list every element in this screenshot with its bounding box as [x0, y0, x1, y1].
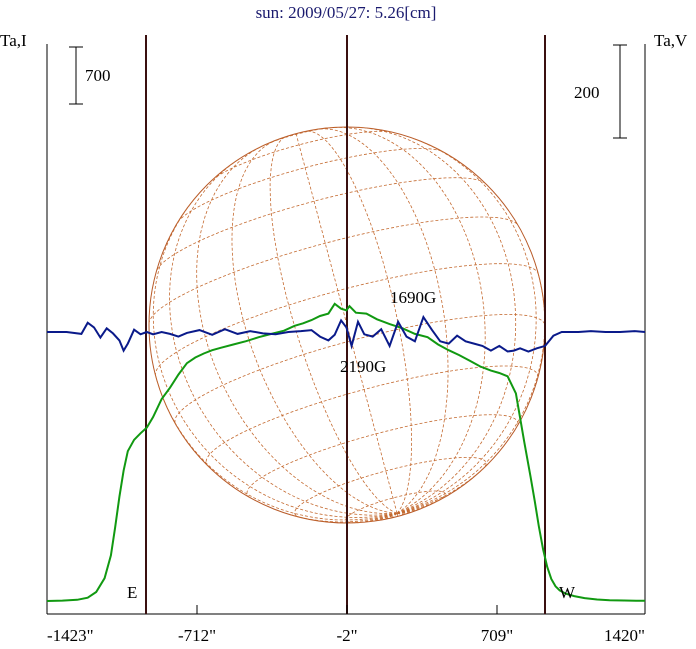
- longitude-line: [396, 138, 537, 514]
- longitude-line: [155, 375, 398, 521]
- annotation-1690g: 1690G: [390, 288, 436, 307]
- series-intensity-line: [46, 302, 645, 602]
- latitude-line: [246, 414, 519, 498]
- longitude-line: [196, 145, 398, 515]
- series-polarization-line: [47, 314, 646, 353]
- left-axis-label: Ta,I: [0, 31, 27, 50]
- longitude-line: [289, 512, 398, 523]
- x-tick-label: -2": [336, 626, 357, 645]
- longitude-line: [396, 513, 399, 517]
- scale-bar-left: [69, 46, 83, 105]
- longitude-line: [344, 512, 398, 524]
- latitude-line: [177, 148, 443, 223]
- x-tick-label: 709": [481, 626, 513, 645]
- longitude-line: [316, 128, 449, 514]
- scale-bar-right-label: 200: [574, 83, 600, 102]
- longitude-line: [306, 130, 412, 514]
- longitude-line: [331, 126, 486, 514]
- x-tick-label: -1423": [47, 626, 94, 645]
- scale-bar-right: [613, 44, 627, 139]
- longitude-line: [397, 460, 492, 514]
- east-marker-label: E: [127, 583, 137, 602]
- longitude-line: [397, 511, 413, 514]
- latitude-line: [294, 457, 487, 518]
- scale-bar-left-label: 700: [85, 66, 111, 85]
- west-marker-label: W: [559, 583, 576, 602]
- longitude-line: [152, 196, 398, 518]
- longitude-line: [231, 139, 398, 514]
- chart-title: sun: 2009/05/27: 5.26[cm]: [256, 3, 437, 22]
- x-axis-ticks: -1423" -712" -2" 709" 1420": [46, 605, 646, 645]
- x-tick-label: 1420": [604, 626, 645, 645]
- latitude-line: [212, 130, 392, 180]
- longitude-line: [397, 512, 406, 515]
- latitude-line: [156, 177, 485, 270]
- longitude-line: [295, 133, 398, 514]
- latitude-line: [205, 365, 539, 467]
- longitude-line: [396, 274, 546, 514]
- longitude-line: [357, 126, 517, 514]
- longitude-line: [269, 136, 398, 514]
- x-tick-label: -712": [178, 626, 216, 645]
- longitude-line: [397, 495, 448, 514]
- right-axis-label: Ta,V: [654, 31, 688, 50]
- solar-grid-lines: [148, 126, 546, 524]
- latitude-line: [148, 216, 519, 324]
- longitude-line: [169, 158, 398, 516]
- annotation-2190g: 2190G: [340, 357, 386, 376]
